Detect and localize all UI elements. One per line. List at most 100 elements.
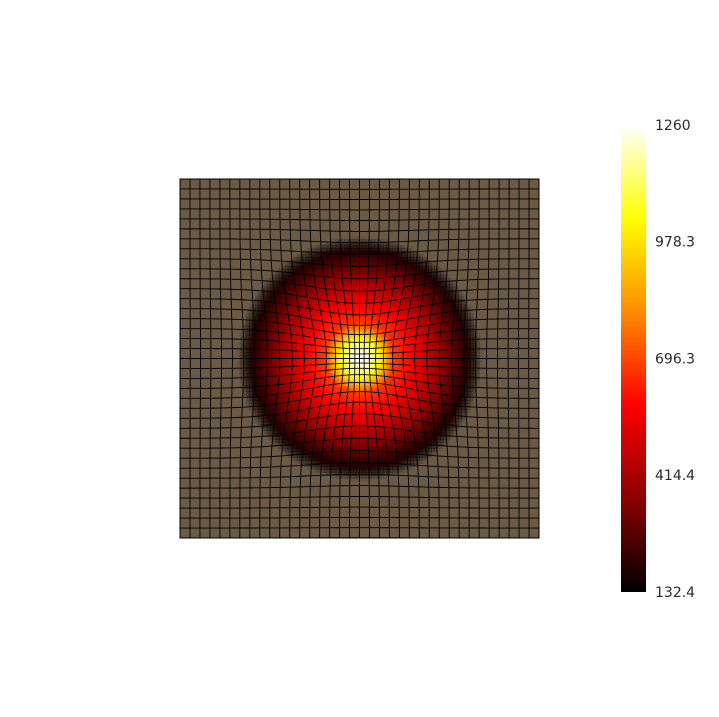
heat-cell bbox=[335, 262, 340, 267]
heat-cell bbox=[326, 415, 331, 419]
heat-cell bbox=[314, 469, 319, 473]
heat-cell bbox=[398, 304, 402, 309]
heat-cell bbox=[389, 319, 394, 324]
heat-cell bbox=[389, 265, 394, 270]
heat-cell bbox=[389, 457, 394, 461]
heat-cell bbox=[287, 412, 292, 416]
heat-cell bbox=[452, 385, 456, 390]
heat-cell bbox=[275, 358, 280, 363]
heat-cell bbox=[275, 274, 280, 279]
heat-cell bbox=[299, 436, 304, 440]
heat-cell bbox=[326, 472, 331, 476]
heat-cell bbox=[398, 292, 402, 297]
heat-cell bbox=[314, 280, 319, 285]
heat-cell bbox=[353, 283, 358, 288]
heat-cell bbox=[371, 370, 376, 375]
heat-cell bbox=[320, 244, 325, 249]
heat-cell bbox=[269, 430, 274, 434]
heat-cell bbox=[251, 367, 256, 372]
heat-cell bbox=[293, 319, 298, 324]
heat-cell bbox=[383, 400, 388, 404]
heat-cell bbox=[443, 283, 447, 288]
heat-cell bbox=[344, 328, 349, 333]
heat-cell bbox=[317, 265, 322, 270]
heat-cell bbox=[323, 289, 328, 294]
heat-cell bbox=[440, 427, 444, 431]
heat-cell bbox=[392, 328, 396, 333]
heat-cell bbox=[437, 430, 441, 434]
heat-cell bbox=[245, 322, 250, 327]
heat-cell bbox=[269, 283, 274, 288]
heat-cell bbox=[359, 307, 364, 312]
heat-cell bbox=[308, 397, 313, 401]
heat-cell bbox=[269, 328, 274, 333]
heat-cell bbox=[368, 418, 373, 422]
heat-cell bbox=[290, 328, 295, 333]
heat-cell bbox=[416, 313, 420, 318]
heat-cell bbox=[278, 349, 283, 354]
heat-cell bbox=[269, 298, 274, 303]
heat-cell bbox=[449, 304, 453, 309]
heat-cell bbox=[368, 343, 373, 348]
heat-cell bbox=[296, 382, 301, 387]
heat-cell bbox=[437, 397, 441, 401]
heat-cell bbox=[254, 316, 259, 321]
heat-cell bbox=[308, 391, 313, 395]
heat-cell bbox=[284, 337, 289, 342]
heat-cell bbox=[356, 409, 361, 413]
heat-cell bbox=[395, 301, 399, 306]
heat-cell bbox=[287, 424, 292, 428]
heat-cell bbox=[377, 403, 382, 407]
heat-cell bbox=[446, 307, 450, 312]
heat-cell bbox=[413, 400, 417, 404]
heat-cell bbox=[347, 325, 352, 330]
heat-cell bbox=[407, 439, 411, 443]
heat-cell bbox=[296, 427, 301, 431]
heat-cell bbox=[305, 331, 310, 336]
heat-cell bbox=[251, 373, 256, 378]
heat-cell bbox=[443, 325, 447, 330]
heat-cell bbox=[269, 415, 274, 419]
heat-cell bbox=[278, 430, 283, 434]
heat-cell bbox=[389, 367, 394, 372]
heat-cell bbox=[392, 427, 396, 431]
heat-cell bbox=[344, 385, 349, 390]
heat-cell bbox=[434, 367, 438, 372]
heat-cell bbox=[257, 352, 262, 357]
heat-cell bbox=[401, 433, 405, 437]
heat-cell bbox=[440, 310, 444, 315]
heat-cell bbox=[356, 391, 361, 395]
heat-cell bbox=[383, 295, 388, 300]
heat-cell bbox=[446, 325, 450, 330]
heat-cell bbox=[281, 343, 286, 348]
heat-cell bbox=[257, 370, 262, 375]
heat-cell bbox=[341, 292, 346, 297]
heat-cell bbox=[344, 394, 349, 398]
heat-cell bbox=[407, 397, 411, 401]
heat-cell bbox=[293, 418, 298, 422]
heat-cell bbox=[308, 352, 313, 357]
heat-cell bbox=[404, 310, 408, 315]
heat-cell bbox=[242, 382, 247, 387]
heat-cell bbox=[305, 304, 310, 309]
heat-cell bbox=[383, 373, 388, 378]
heat-cell bbox=[398, 364, 402, 369]
heat-cell bbox=[380, 334, 385, 339]
heat-cell bbox=[317, 346, 322, 351]
heat-cell bbox=[323, 328, 328, 333]
heat-cell bbox=[362, 409, 367, 413]
heat-cell bbox=[356, 247, 361, 252]
heat-cell bbox=[365, 385, 370, 390]
heat-cell bbox=[284, 352, 289, 357]
heat-cell bbox=[317, 259, 322, 264]
heat-cell bbox=[446, 418, 450, 422]
heat-cell bbox=[308, 343, 313, 348]
heat-cell bbox=[416, 412, 420, 416]
heat-cell bbox=[386, 394, 391, 398]
heat-cell bbox=[296, 367, 301, 372]
heat-cell bbox=[314, 322, 319, 327]
heat-cell bbox=[359, 451, 364, 455]
heat-cell bbox=[404, 298, 408, 303]
heat-cell bbox=[416, 343, 420, 348]
heat-cell bbox=[365, 349, 370, 354]
